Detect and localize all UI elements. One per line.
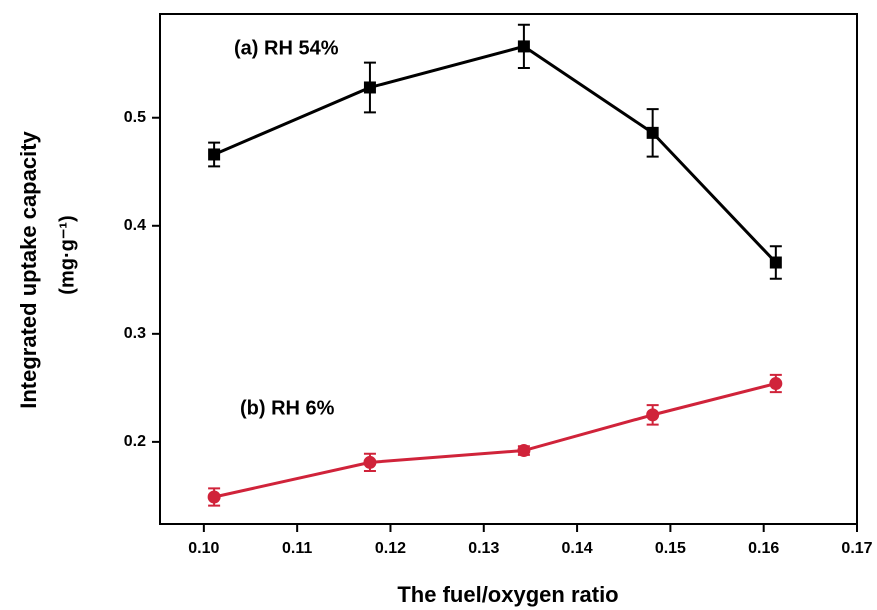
x-tick-label: 0.16	[748, 540, 779, 557]
marker	[646, 126, 659, 139]
marker	[363, 81, 376, 94]
x-tick-label: 0.10	[188, 540, 219, 557]
marker	[769, 377, 783, 391]
marker	[363, 455, 377, 469]
x-tick-label: 0.11	[282, 540, 312, 557]
y-axis-unit: (mg·g⁻¹)	[56, 215, 78, 294]
x-tick-label: 0.17	[841, 540, 872, 557]
marker	[207, 490, 221, 504]
y-tick-label: 0.4	[124, 217, 146, 234]
y-tick-label: 0.5	[124, 109, 146, 126]
marker	[517, 40, 530, 53]
marker	[646, 408, 660, 422]
y-tick-label: 0.2	[124, 433, 146, 450]
series-line	[213, 44, 777, 264]
x-tick-label: 0.15	[655, 540, 686, 557]
annotation: (a) RH 54%	[234, 37, 339, 59]
y-axis-label: Integrated uptake capacity	[16, 130, 41, 408]
x-tick-label: 0.12	[375, 540, 406, 557]
plot-frame	[159, 13, 858, 525]
x-tick-label: 0.13	[468, 540, 499, 557]
x-tick-label: 0.14	[562, 540, 593, 557]
marker	[208, 148, 221, 161]
x-axis-label: The fuel/oxygen ratio	[397, 582, 618, 607]
y-tick-label: 0.3	[124, 325, 146, 342]
marker	[769, 256, 782, 269]
annotation: (b) RH 6%	[240, 397, 335, 419]
marker	[517, 444, 531, 458]
